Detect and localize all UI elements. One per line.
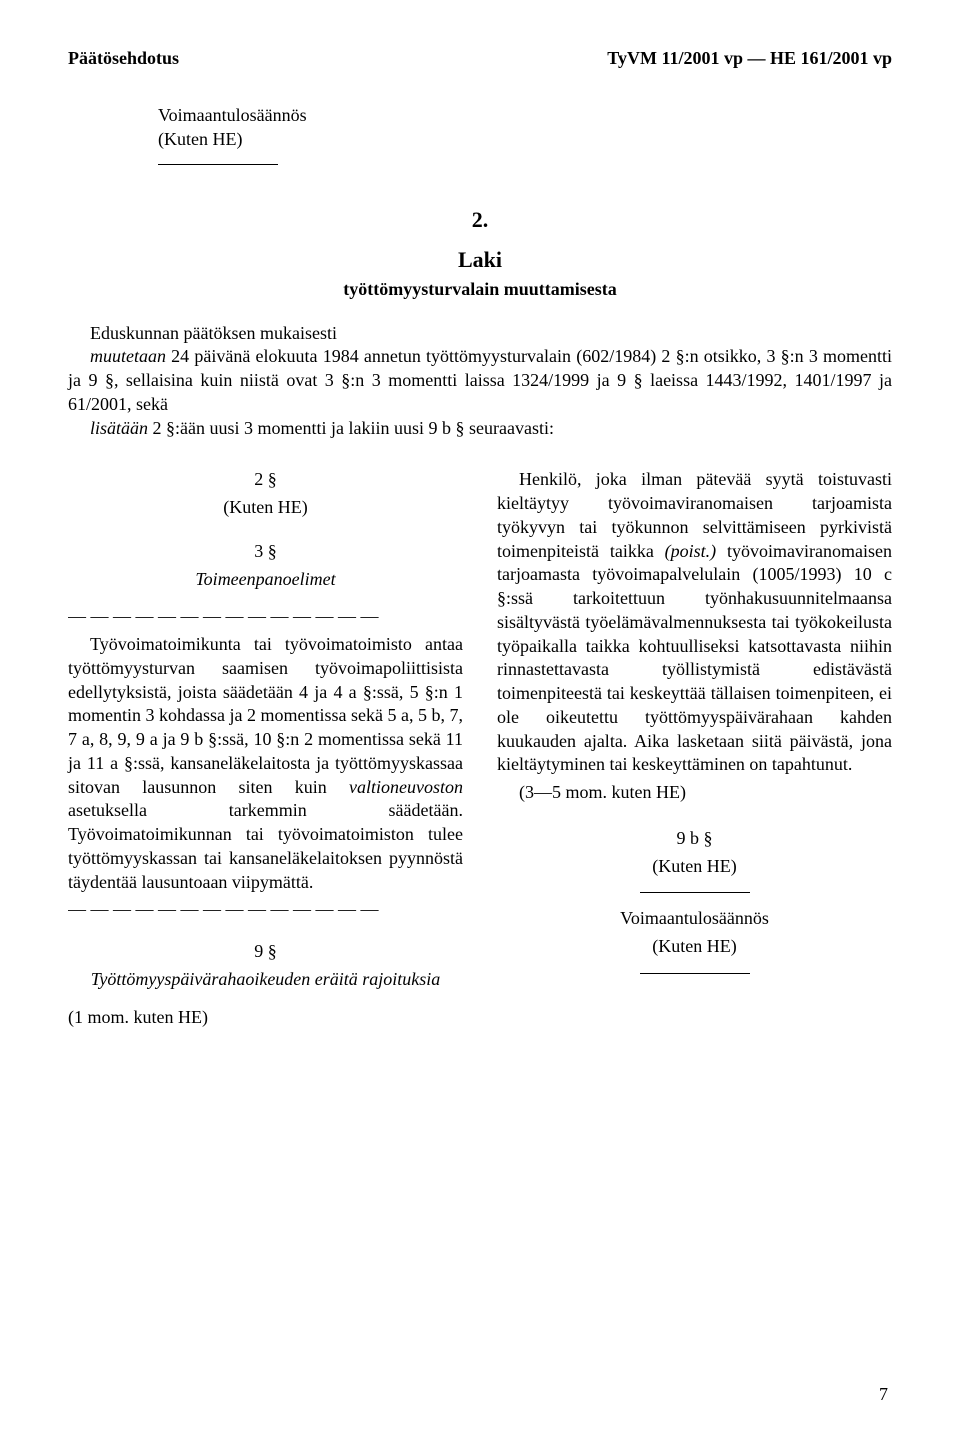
law-title: Laki	[68, 247, 892, 273]
right-body-poist: (poist.)	[665, 541, 717, 561]
intro-rule	[158, 164, 278, 165]
sec2-num: 2 §	[68, 468, 463, 492]
law-subject: työttömyysturvalain muuttamisesta	[68, 279, 892, 300]
preamble-lisataan: lisätään	[90, 418, 148, 438]
sec9b-rule	[640, 892, 750, 893]
sec3-dashline-top: — — — — — — — — — — — — — —	[68, 605, 463, 629]
law-number: 2.	[68, 207, 892, 233]
voim-line2: (Kuten HE)	[497, 935, 892, 959]
sec3-title: Toimeenpanoelimet	[68, 568, 463, 592]
sec3-dashline-bottom: — — — — — — — — — — — — — —	[68, 898, 463, 922]
preamble-p3: 2 §:ään uusi 3 momentti ja lakiin uusi 9…	[148, 418, 554, 438]
sec2-kuten: (Kuten HE)	[68, 496, 463, 520]
sec3-body-i1: valtioneuvoston	[349, 777, 463, 797]
sec3-body: Työvoimatoimikunta tai työvoimatoimisto …	[68, 633, 463, 894]
intro-block: Voimaantulosäännös (Kuten HE)	[158, 103, 892, 165]
left-column: 2 § (Kuten HE) 3 § Toimeenpanoelimet — —…	[68, 468, 463, 1033]
preamble-p2: 24 päivänä elokuuta 1984 annetun työttöm…	[68, 346, 892, 414]
sec9b-num: 9 b §	[497, 827, 892, 851]
preamble-muutetaan: muutetaan	[90, 346, 166, 366]
sec3-body-a: Työvoimatoimikunta tai työvoimatoimisto …	[68, 634, 463, 797]
header-right: TyVM 11/2001 vp — HE 161/2001 vp	[607, 48, 892, 69]
sec3-body-b: asetuksella tarkemmin säädetään. Työvoim…	[68, 800, 463, 891]
intro-line2: (Kuten HE)	[158, 127, 892, 151]
right-mom35-text: (3—5 mom. kuten HE)	[519, 782, 686, 802]
columns: 2 § (Kuten HE) 3 § Toimeenpanoelimet — —…	[68, 468, 892, 1033]
running-header: Päätösehdotus TyVM 11/2001 vp — HE 161/2…	[68, 48, 892, 69]
sec9-title: Työttömyyspäivärahaoikeuden eräitä rajoi…	[68, 968, 463, 992]
preamble-line1: Eduskunnan päätöksen mukaisesti	[90, 323, 337, 343]
sec9-mom1: (1 mom. kuten HE)	[68, 1006, 463, 1030]
right-body: Henkilö, joka ilman pätevää syytä toistu…	[497, 468, 892, 777]
header-left: Päätösehdotus	[68, 48, 179, 69]
sec9b-kuten: (Kuten HE)	[497, 855, 892, 879]
voim-line1: Voimaantulosäännös	[497, 907, 892, 931]
sec3-num: 3 §	[68, 540, 463, 564]
right-column: Henkilö, joka ilman pätevää syytä toistu…	[497, 468, 892, 1033]
voim-rule	[640, 973, 750, 974]
intro-line1: Voimaantulosäännös	[158, 103, 892, 127]
right-body-b: työvoimaviranomaisen tarjoamasta työvoim…	[497, 541, 892, 775]
sec9-num: 9 §	[68, 940, 463, 964]
right-mom35: (3—5 mom. kuten HE)	[497, 781, 892, 805]
preamble: Eduskunnan päätöksen mukaisesti muutetaa…	[68, 322, 892, 441]
page-number: 7	[879, 1384, 888, 1405]
page: Päätösehdotus TyVM 11/2001 vp — HE 161/2…	[0, 0, 960, 1429]
